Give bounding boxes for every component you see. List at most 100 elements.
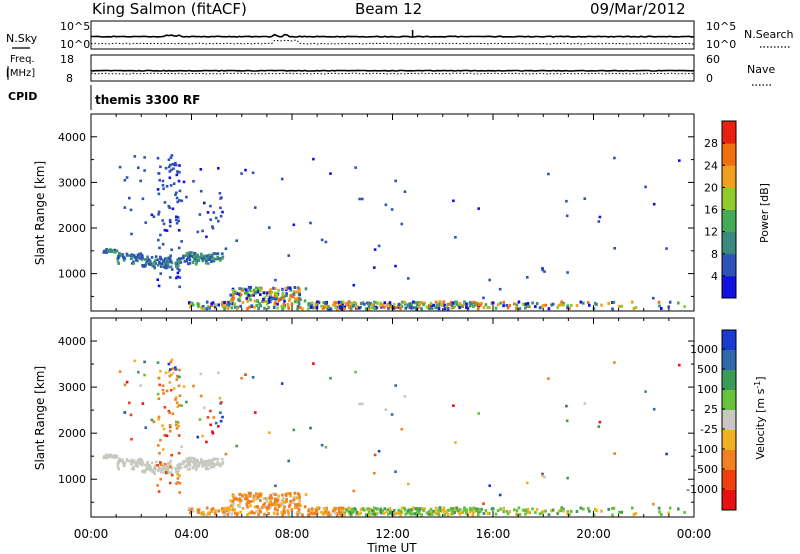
data-cell <box>159 272 162 275</box>
data-cell <box>508 510 511 514</box>
data-cell <box>211 430 214 433</box>
data-cell <box>397 305 400 309</box>
data-cell <box>261 300 264 304</box>
data-cell <box>299 504 302 508</box>
data-cell <box>156 464 159 467</box>
data-cell <box>105 250 108 254</box>
data-cell <box>143 156 146 159</box>
data-cell <box>340 305 343 309</box>
data-cell <box>291 501 295 505</box>
data-cell <box>575 304 579 307</box>
data-cell <box>281 287 284 291</box>
data-cell <box>502 300 505 304</box>
data-cell <box>143 469 147 473</box>
data-cell <box>178 375 181 379</box>
data-cell <box>274 287 277 291</box>
data-cell <box>249 289 253 293</box>
data-cell <box>281 497 285 501</box>
x-tick-label: 00:00 <box>74 527 109 541</box>
data-cell <box>126 254 129 257</box>
data-cell <box>205 307 209 311</box>
data-cell <box>185 254 189 257</box>
data-cell <box>211 432 215 435</box>
data-cell <box>309 302 312 306</box>
data-cell <box>452 404 455 407</box>
data-cell <box>141 256 144 260</box>
data-cell <box>152 420 156 423</box>
data-cell <box>409 511 412 515</box>
data-cell <box>274 493 277 496</box>
data-cell <box>277 299 281 303</box>
data-cell <box>130 232 133 236</box>
data-cell <box>174 193 177 196</box>
data-cell <box>176 267 179 270</box>
data-cell <box>430 305 433 309</box>
data-cell <box>337 303 341 307</box>
power-colorbar-label: Power [dB] <box>758 183 771 243</box>
data-cell <box>390 413 394 416</box>
data-cell <box>183 260 187 263</box>
data-cell <box>437 508 441 512</box>
data-cell <box>295 506 298 510</box>
data-cell <box>381 509 385 513</box>
data-cell <box>153 467 156 471</box>
data-cell <box>141 469 144 473</box>
data-cell <box>384 203 388 207</box>
data-cell <box>304 493 308 497</box>
data-cell <box>152 215 156 218</box>
data-cell <box>283 511 286 515</box>
data-cell <box>121 458 124 462</box>
data-cell <box>158 178 161 182</box>
colorbar-segment <box>722 430 736 451</box>
data-cell <box>292 495 296 499</box>
data-cell <box>190 460 194 463</box>
data-cell <box>280 304 283 308</box>
data-cell <box>458 511 461 515</box>
data-cell <box>352 303 356 307</box>
data-cell <box>167 260 170 264</box>
data-cell <box>214 216 218 220</box>
data-cell <box>280 510 283 514</box>
data-cell <box>479 303 482 307</box>
y-tick-label: 4000 <box>58 131 86 144</box>
data-cell <box>324 446 328 449</box>
data-cell <box>117 461 120 465</box>
data-cell <box>158 383 161 387</box>
data-cell <box>600 509 603 513</box>
data-cell <box>373 506 376 510</box>
data-cell <box>138 462 142 466</box>
data-cell <box>281 291 285 295</box>
data-cell <box>296 307 299 311</box>
data-cell <box>171 162 175 166</box>
cpid-label: CPID <box>8 90 37 103</box>
data-cell <box>337 300 340 304</box>
data-cell <box>287 304 290 308</box>
data-cell <box>538 512 542 516</box>
data-cell <box>252 499 255 503</box>
data-cell <box>383 301 387 305</box>
data-cell <box>342 307 346 311</box>
data-cell <box>229 499 232 503</box>
data-cell <box>316 506 319 510</box>
data-cell <box>445 304 449 308</box>
data-cell <box>270 496 273 500</box>
data-cell <box>234 496 237 500</box>
data-cell <box>295 300 298 304</box>
data-cell <box>123 411 127 414</box>
data-cell <box>597 425 601 428</box>
data-cell <box>229 298 233 302</box>
data-cell <box>146 258 149 262</box>
data-cell <box>156 188 160 191</box>
data-cell <box>465 511 468 515</box>
data-cell <box>196 254 199 258</box>
data-cell <box>146 464 149 467</box>
data-cell <box>484 509 488 513</box>
data-cell <box>583 402 587 405</box>
data-cell <box>598 215 602 219</box>
data-cell <box>268 226 271 229</box>
data-cell <box>515 512 518 516</box>
data-cell <box>165 185 169 188</box>
data-cell <box>277 297 280 301</box>
data-cell <box>334 507 337 511</box>
data-cell <box>140 464 144 467</box>
